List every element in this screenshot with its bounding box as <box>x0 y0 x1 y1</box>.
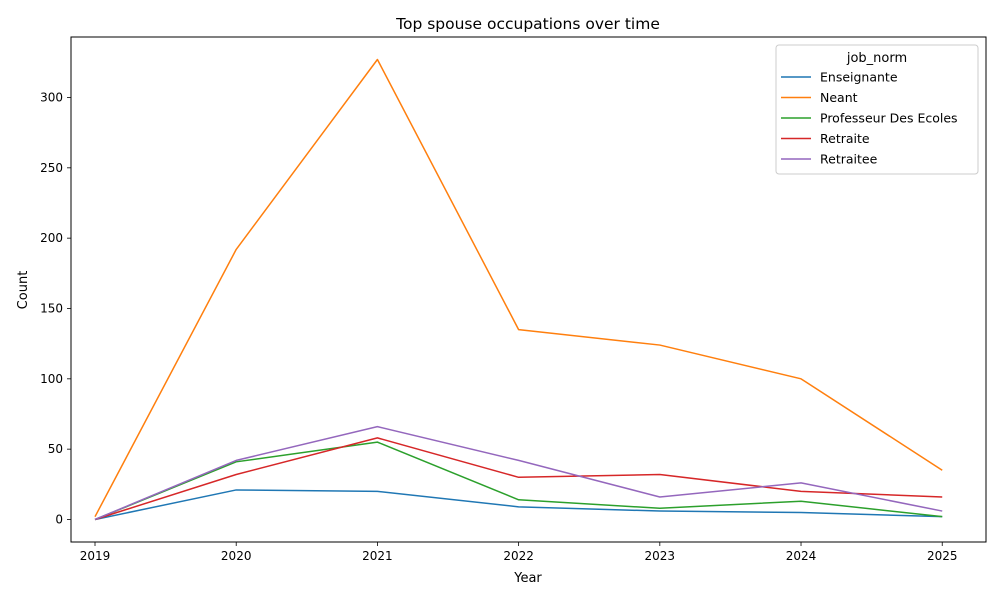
series-line-retraite <box>94 437 943 521</box>
plot-lines <box>94 58 943 521</box>
y-tick-label: 100 <box>40 372 63 386</box>
legend: job_norm Enseignante Neant Professeur Des … <box>775 44 979 175</box>
chart-title: Top spouse occupations over time <box>395 15 660 33</box>
x-axis: 2019 2020 2021 2022 2023 2024 2025 <box>80 542 958 563</box>
legend-item-neant: Neant <box>781 90 858 105</box>
series-line-enseignante <box>94 489 943 521</box>
y-tick-label: 200 <box>40 231 63 245</box>
legend-title: job_norm <box>846 51 907 66</box>
y-axis: 0 50 100 150 200 250 300 <box>40 90 71 526</box>
legend-label: Neant <box>820 90 858 105</box>
legend-item-enseignante: Enseignante <box>781 70 898 85</box>
legend-label: Retraitee <box>820 152 878 167</box>
x-tick-label: 2020 <box>221 549 252 563</box>
x-tick-label: 2019 <box>80 549 111 563</box>
series-line-neant <box>94 58 943 518</box>
y-tick-label: 150 <box>40 301 63 315</box>
y-tick-label: 300 <box>40 90 63 104</box>
x-tick-label: 2025 <box>927 549 958 563</box>
series-line-professeur-des-ecoles <box>94 441 943 521</box>
legend-item-retraitee: Retraitee <box>781 152 878 167</box>
x-axis-label: Year <box>513 571 542 586</box>
y-tick-label: 0 <box>55 512 63 526</box>
legend-box <box>775 44 979 175</box>
legend-label: Enseignante <box>820 70 898 85</box>
x-tick-label: 2023 <box>645 549 676 563</box>
y-tick-label: 50 <box>48 442 63 456</box>
y-tick-label: 250 <box>40 161 63 175</box>
legend-item-professeur-des-ecoles: Professeur Des Ecoles <box>781 111 958 126</box>
plot-frame <box>70 36 987 543</box>
legend-item-retraite: Retraite <box>781 131 870 146</box>
y-axis-label: Count <box>16 271 31 310</box>
x-tick-label: 2021 <box>362 549 393 563</box>
x-tick-label: 2024 <box>786 549 817 563</box>
legend-label: Professeur Des Ecoles <box>820 111 958 126</box>
series-line-retraitee <box>94 425 943 521</box>
legend-items: Enseignante Neant Professeur Des Ecoles Ret… <box>781 70 958 167</box>
legend-label: Retraite <box>820 131 870 146</box>
x-tick-label: 2022 <box>503 549 534 563</box>
